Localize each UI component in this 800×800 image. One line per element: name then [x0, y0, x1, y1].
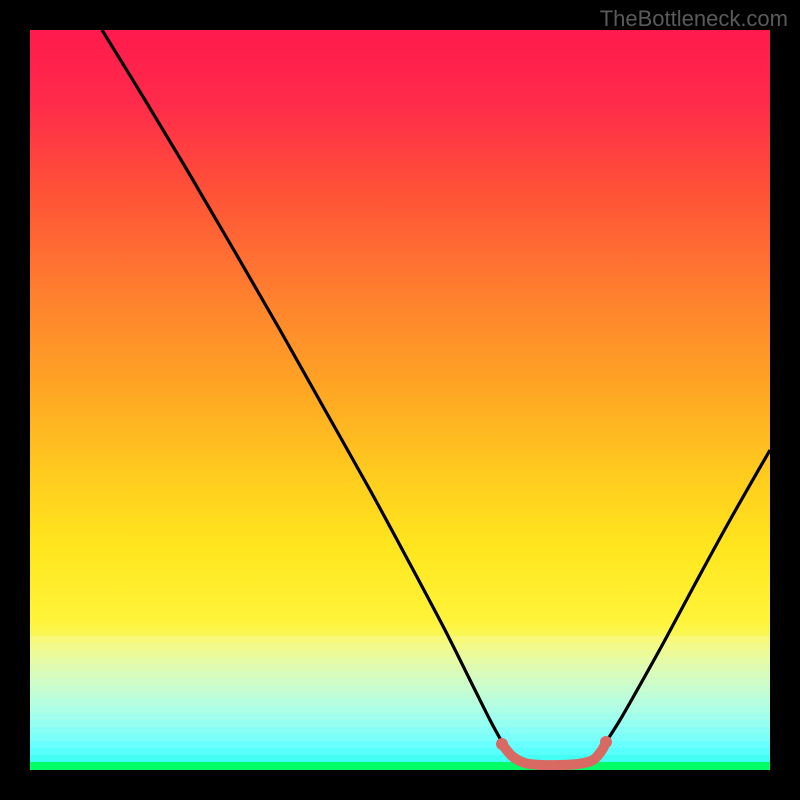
marker-dot-right [600, 736, 612, 748]
curve-layer [30, 30, 770, 770]
curve-path-left [102, 30, 502, 742]
plot-area [30, 30, 770, 770]
marker-dot-left [496, 738, 508, 750]
watermark-text: TheBottleneck.com [600, 6, 788, 32]
curve-path-right [606, 450, 770, 742]
marker-segment [502, 742, 606, 765]
